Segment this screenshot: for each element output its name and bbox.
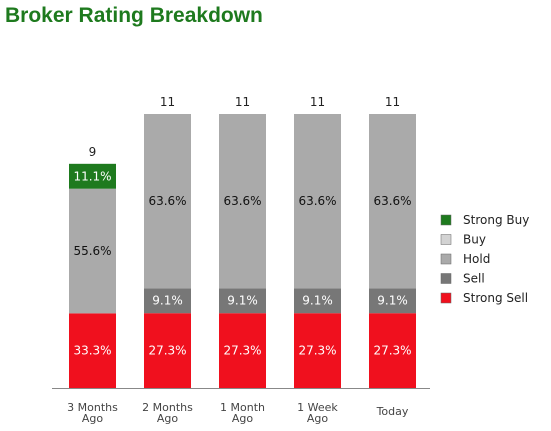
- data-label: 9.1%: [377, 294, 408, 308]
- data-label: 9.1%: [152, 294, 183, 308]
- data-label: 63.6%: [148, 194, 186, 208]
- data-label: 9.1%: [302, 294, 333, 308]
- x-tick-label: 1 Week: [297, 401, 338, 414]
- bar-segment-strong-sell: [369, 313, 416, 388]
- legend-label: Strong Sell: [463, 291, 528, 305]
- bar-segment-hold: [294, 114, 341, 289]
- bar-segment-strong-sell: [294, 313, 341, 388]
- bar-segment-hold: [369, 114, 416, 289]
- bar-segment-hold: [144, 114, 191, 289]
- bar-segment-sell: [294, 288, 341, 314]
- bar-segment-strong-sell: [219, 313, 266, 388]
- bar-segment-sell: [144, 288, 191, 314]
- legend-swatch: [440, 273, 452, 284]
- legend-label: Sell: [463, 272, 485, 286]
- bar-segment-sell: [369, 288, 416, 314]
- legend-label: Strong Buy: [463, 213, 529, 227]
- data-label: 27.3%: [223, 344, 261, 358]
- bar-segment-strong-buy: [69, 163, 116, 189]
- legend-label: Hold: [463, 252, 490, 266]
- x-tick-label: 2 Months: [142, 401, 193, 414]
- bar-segment-strong-sell: [69, 313, 116, 388]
- x-tick-label: Ago: [157, 412, 179, 425]
- legend-swatch: [440, 292, 452, 304]
- x-tick-label: Ago: [82, 412, 104, 425]
- data-label: 27.3%: [373, 344, 411, 358]
- legend-label: Buy: [463, 233, 486, 247]
- legend-swatch: [440, 253, 452, 265]
- page-title: Broker Rating Breakdown: [5, 4, 263, 27]
- bar-segment-strong-sell: [144, 313, 191, 388]
- data-label: 27.3%: [298, 344, 336, 358]
- data-label: 63.6%: [223, 194, 261, 208]
- bar-total-label: 11: [310, 95, 325, 109]
- x-tick-label: Today: [376, 405, 409, 418]
- data-label: 63.6%: [373, 194, 411, 208]
- data-label: 55.6%: [73, 244, 111, 258]
- data-label: 33.3%: [73, 344, 111, 358]
- data-label: 11.1%: [73, 169, 111, 183]
- bar-total-label: 11: [235, 95, 250, 109]
- x-tick-label: 3 Months: [67, 401, 118, 414]
- x-tick-label: 1 Month: [220, 401, 265, 414]
- bar-total-label: 11: [160, 95, 175, 109]
- bar-segment-sell: [219, 288, 266, 314]
- bar-total-label: 9: [89, 145, 97, 159]
- legend-swatch: [440, 234, 452, 245]
- data-label: 9.1%: [227, 294, 258, 308]
- x-tick-label: Ago: [232, 412, 254, 425]
- data-label: 63.6%: [298, 194, 336, 208]
- bar-total-label: 11: [385, 95, 400, 109]
- data-label: 27.3%: [148, 344, 186, 358]
- legend-swatch: [440, 214, 452, 226]
- bar-segment-hold: [69, 188, 116, 314]
- bar-segment-hold: [219, 114, 266, 289]
- x-tick-label: Ago: [307, 412, 329, 425]
